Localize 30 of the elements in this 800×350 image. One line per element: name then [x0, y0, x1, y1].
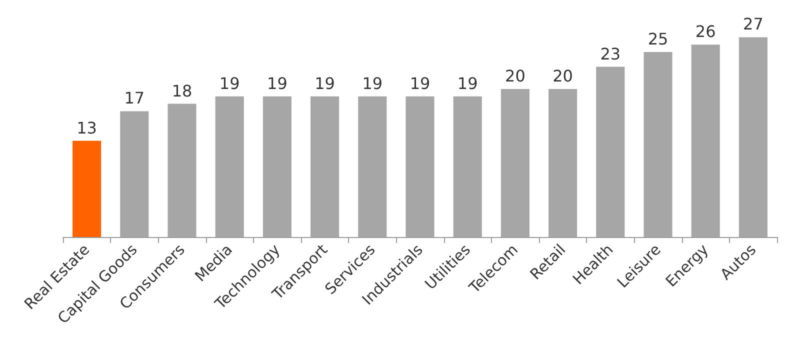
bar — [738, 37, 768, 237]
bar — [691, 44, 720, 237]
data-label: 19 — [314, 74, 335, 93]
data-label: 19 — [457, 74, 478, 93]
bar — [406, 96, 434, 237]
data-label: 20 — [505, 66, 526, 86]
data-label: 18 — [172, 81, 192, 100]
bar — [500, 89, 530, 237]
bar — [262, 96, 292, 237]
data-label: 19 — [267, 74, 288, 93]
data-label: 23 — [600, 44, 621, 64]
bar — [72, 140, 102, 237]
bar — [168, 104, 196, 237]
data-label: 17 — [124, 88, 145, 108]
data-label: 20 — [552, 66, 573, 86]
data-label: 19 — [410, 74, 430, 93]
bar — [644, 52, 672, 237]
bar — [453, 96, 482, 237]
bar — [120, 111, 149, 237]
bar — [596, 66, 625, 237]
bar — [215, 96, 244, 237]
data-label: 26 — [695, 22, 716, 42]
data-label: 19 — [362, 74, 383, 93]
data-label: 27 — [743, 14, 764, 34]
bar — [358, 96, 387, 237]
data-label: 25 — [648, 30, 668, 48]
data-label: 19 — [219, 74, 240, 93]
bar — [548, 89, 578, 237]
bar — [310, 96, 340, 237]
data-label: 13 — [76, 118, 97, 138]
